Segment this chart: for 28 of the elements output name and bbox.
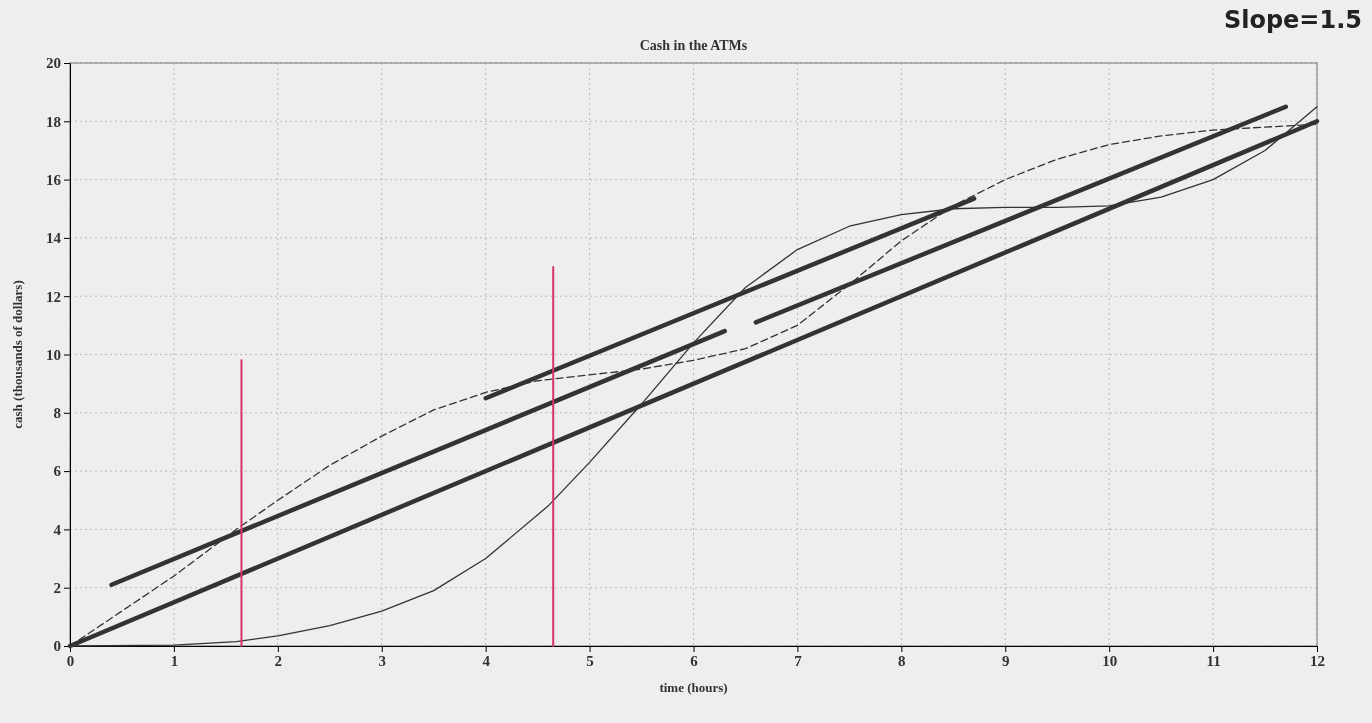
x-tick-label: 5: [586, 652, 594, 669]
x-tick-label: 4: [482, 652, 491, 669]
x-tick-label: 9: [1002, 652, 1010, 669]
x-tick-label: 3: [378, 652, 386, 669]
y-tick-label: 6: [53, 463, 62, 480]
y-tick-label: 2: [53, 580, 61, 596]
y-tick-label: 10: [46, 346, 61, 363]
x-tick-label: 1: [170, 652, 179, 669]
y-tick-label: 20: [46, 55, 61, 72]
x-tick-label: 0: [66, 652, 75, 669]
x-tick-label: 6: [690, 652, 699, 669]
x-tick-label: 10: [1102, 652, 1118, 669]
x-tick-label: 2: [274, 652, 283, 669]
y-tick-label: 12: [46, 288, 61, 305]
text: Slope=1.5: [1223, 6, 1362, 34]
x-tick-label: 11: [1206, 652, 1221, 669]
x-axis-title: time (hours): [659, 680, 728, 695]
y-tick-label: 14: [46, 230, 62, 247]
x-tick-label: 7: [794, 652, 803, 669]
y-tick-label: 8: [53, 405, 61, 422]
y-tick-label: 0: [53, 638, 61, 655]
chart-title: Cash in the ATMs: [639, 38, 748, 53]
y-axis-title: cash (thousands of dollars): [10, 280, 25, 429]
y-tick-label: 4: [53, 521, 62, 538]
x-tick-label: 12: [1310, 652, 1325, 669]
x-tick-label: 8: [898, 652, 906, 669]
y-tick-label: 18: [46, 113, 61, 130]
y-tick-label: 16: [46, 171, 62, 188]
